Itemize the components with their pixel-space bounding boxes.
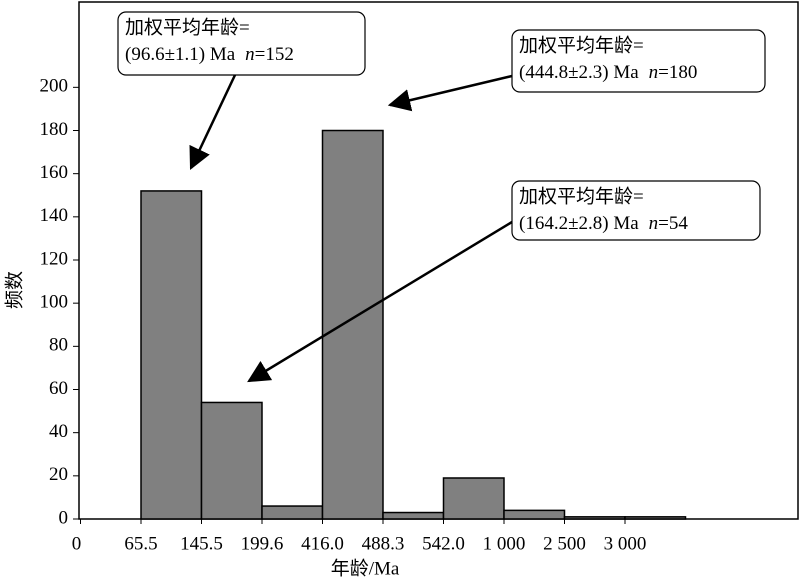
annotation-count: =152 (255, 44, 294, 65)
annotation-arrow (189, 74, 237, 171)
x-tick-label: 3 000 (604, 533, 647, 554)
y-tick-label: 200 (40, 76, 69, 97)
bar (261, 505, 324, 520)
y-tick-label: 40 (49, 421, 68, 442)
bar (200, 401, 263, 520)
y-tick-label: 0 (59, 507, 69, 528)
annotation-text: (444.8±2.3) Ma n=180 (519, 62, 697, 83)
annotation-text: 加权平均年龄= (519, 34, 644, 56)
y-tick-label: 20 (49, 464, 68, 485)
annotation-text: (96.6±1.1) Ma n=152 (125, 44, 294, 65)
annotation-text: (164.2±2.8) Ma n=54 (519, 213, 688, 234)
bar (563, 516, 626, 520)
x-tick-label: 1 000 (483, 533, 526, 554)
x-tick-label: 0 (72, 533, 82, 554)
annotation-age: (96.6±1.1) Ma (125, 44, 236, 65)
bar (442, 477, 505, 520)
x-tick-label: 416.0 (301, 533, 344, 554)
x-tick-label: 2 500 (543, 533, 586, 554)
x-tick-label: 488.3 (362, 533, 405, 554)
annotation-box (511, 29, 766, 93)
annotation-box (511, 180, 761, 241)
y-tick-label: 60 (49, 378, 68, 399)
x-tick-label: 65.5 (124, 533, 157, 554)
x-axis-title: 年龄/Ma (331, 557, 400, 579)
annotation-count: =180 (658, 62, 697, 83)
annotation-n: n (649, 62, 659, 83)
annotation-box (117, 11, 366, 76)
x-tick-label: 145.5 (180, 533, 223, 554)
y-tick-label: 160 (40, 162, 69, 183)
bar (382, 511, 445, 520)
y-tick-label: 80 (49, 335, 68, 356)
bar (321, 129, 384, 520)
annotation-n: n (649, 213, 659, 234)
annotation-text: 加权平均年龄= (519, 185, 644, 207)
bar (140, 190, 203, 520)
bar (624, 516, 687, 520)
annotation-count: =54 (658, 213, 688, 234)
annotation-text: 加权平均年龄= (125, 16, 250, 38)
bar (503, 509, 566, 520)
y-axis-title: 频数 (3, 271, 25, 309)
x-tick-label: 542.0 (422, 533, 465, 554)
annotation-arrow (387, 74, 513, 112)
annotation-arrow (247, 220, 513, 383)
x-tick-label: 199.6 (241, 533, 284, 554)
y-tick-label: 100 (40, 292, 69, 313)
annotation-age: (444.8±2.3) Ma (519, 62, 639, 83)
y-tick-label: 120 (40, 248, 69, 269)
annotation-n: n (245, 44, 255, 65)
y-tick-label: 140 (40, 205, 69, 226)
annotation-age: (164.2±2.8) Ma (519, 213, 639, 234)
y-tick-label: 180 (40, 119, 69, 140)
